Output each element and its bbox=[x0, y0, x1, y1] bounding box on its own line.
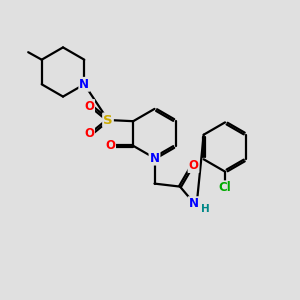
Text: H: H bbox=[200, 204, 209, 214]
Text: N: N bbox=[79, 78, 89, 91]
Text: O: O bbox=[105, 139, 115, 152]
Text: O: O bbox=[84, 127, 94, 140]
Text: S: S bbox=[103, 113, 113, 127]
Text: N: N bbox=[149, 152, 160, 165]
Text: O: O bbox=[188, 159, 199, 172]
Text: O: O bbox=[84, 100, 94, 113]
Text: Cl: Cl bbox=[219, 181, 231, 194]
Text: N: N bbox=[188, 197, 199, 210]
